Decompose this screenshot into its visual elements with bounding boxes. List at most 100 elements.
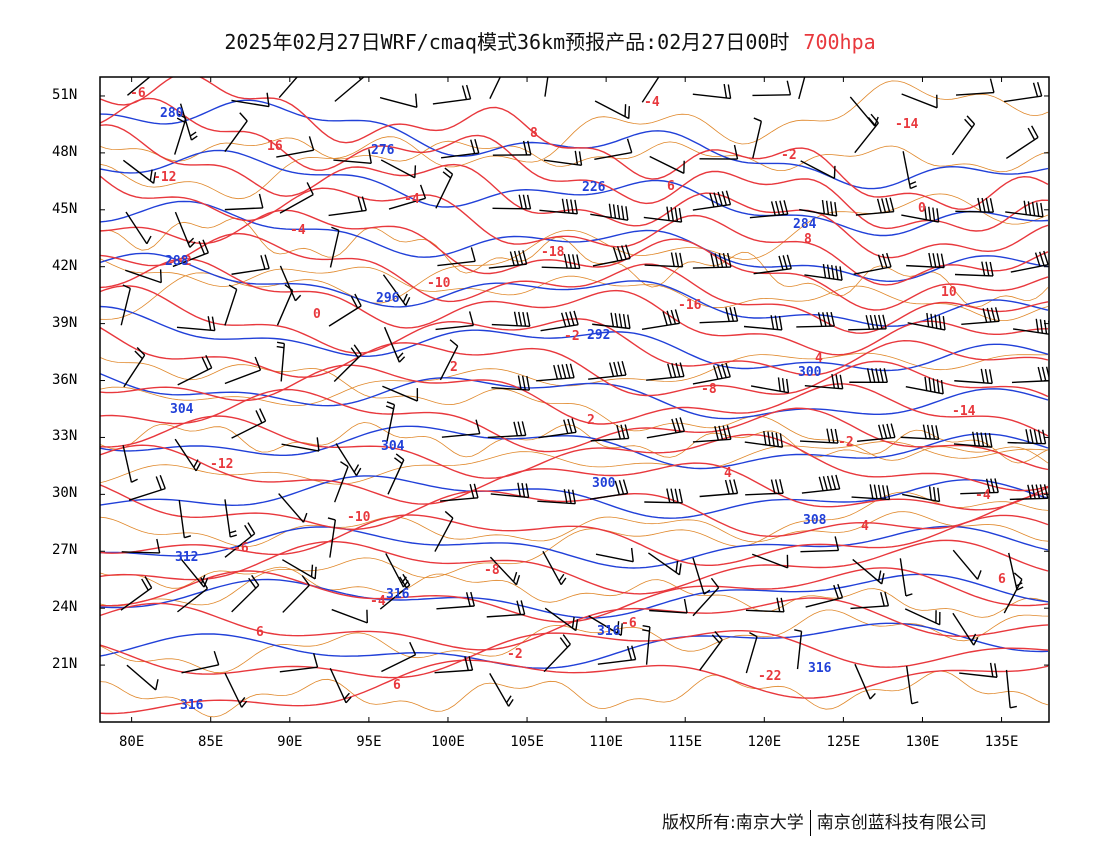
temperature-contour <box>100 97 1049 232</box>
wind-barb <box>749 200 789 219</box>
boundary-line <box>100 80 1049 200</box>
wind-barb <box>692 190 732 211</box>
wind-barb <box>1007 429 1047 445</box>
map-title: 2025年02月27日WRF/cmaq模式36km预报产品:02月27日00时 7… <box>0 26 1100 55</box>
height-label: 292 <box>587 328 610 343</box>
wind-barb <box>649 155 685 174</box>
lat-label: 27N <box>52 542 78 559</box>
height-label: 316 <box>597 624 621 639</box>
title-text: 2025年02月27日WRF/cmaq模式36km预报产品:02月27日00时 <box>224 30 790 54</box>
wind-barb <box>492 140 532 156</box>
wind-barb <box>951 115 976 156</box>
wind-barb <box>231 574 260 613</box>
wind-barb <box>540 310 579 332</box>
wind-barb <box>899 558 913 597</box>
wind-barb <box>854 113 879 154</box>
wind-barb <box>692 425 732 443</box>
wind-barb <box>752 117 763 159</box>
wind-barb <box>857 423 896 443</box>
wind-barb <box>954 261 994 277</box>
boundary-line <box>100 193 1049 320</box>
height-label: 296 <box>376 291 400 306</box>
wind-barb <box>804 374 844 390</box>
wind-barb <box>122 445 138 483</box>
wind-barb <box>439 339 459 381</box>
wind-barb <box>805 583 844 608</box>
pressure-level: 700hpa <box>803 30 876 54</box>
wind-barb <box>279 265 302 302</box>
wind-barb <box>434 655 474 674</box>
temperature-label: 0 <box>918 201 926 216</box>
height-contour <box>100 372 1049 420</box>
temperature-label: -10 <box>347 510 371 525</box>
wind-barb <box>542 550 567 586</box>
wind-barb <box>590 203 629 221</box>
wind-barb <box>643 206 683 223</box>
temperature-label: 6 <box>393 678 401 693</box>
temperature-contour <box>100 388 1049 471</box>
temperature-label: -4 <box>370 594 386 609</box>
lon-label: 125E <box>826 734 861 750</box>
wind-barb <box>1010 250 1049 273</box>
temperature-label: -4 <box>290 223 306 238</box>
map-frame <box>99 76 1050 723</box>
wind-barb <box>853 252 892 275</box>
wind-barb <box>328 196 367 217</box>
temperature-label: 2 <box>450 360 458 375</box>
wind-barb <box>327 517 337 558</box>
wind-barb <box>904 608 941 626</box>
copyright-separator <box>809 810 811 836</box>
height-label: 288 <box>165 254 189 269</box>
wind-barb <box>128 475 166 501</box>
wind-barb <box>334 77 365 102</box>
wind-barb <box>440 138 480 159</box>
boundary-line <box>100 566 1049 618</box>
temperature-label: -16 <box>678 298 702 313</box>
wind-barb <box>120 284 131 326</box>
wind-barb <box>848 314 887 331</box>
temperature-label: -8 <box>484 563 500 578</box>
boundary-line <box>100 217 1049 308</box>
wind-barb <box>282 559 317 580</box>
temperature-label: -2 <box>507 647 523 662</box>
wind-barb <box>177 577 209 613</box>
height-contour <box>100 305 1049 372</box>
lon-label: 85E <box>198 734 224 750</box>
wind-barb <box>592 244 631 267</box>
wind-barb <box>647 552 682 576</box>
wind-barb <box>382 274 411 306</box>
wind-barb <box>649 598 688 614</box>
wind-barb <box>745 479 784 496</box>
wind-barb <box>592 312 631 330</box>
wind-barb <box>181 650 220 674</box>
wind-barb <box>388 184 427 210</box>
temperature-label: -18 <box>541 245 565 260</box>
wind-barb <box>849 368 888 384</box>
wind-barb <box>380 159 417 179</box>
wind-barb <box>387 453 405 495</box>
temperature-label: 8 <box>530 126 538 141</box>
wind-barb <box>231 408 267 439</box>
wind-barb <box>961 307 1000 325</box>
wind-barb <box>536 363 575 382</box>
wind-barb <box>955 78 995 96</box>
wind-barb <box>1005 125 1039 159</box>
temperature-label: -4 <box>644 95 660 110</box>
temperature-contour <box>100 659 1049 715</box>
temperature-label: 4 <box>815 351 823 366</box>
wind-barb <box>906 252 945 269</box>
boundary-line <box>100 670 1049 718</box>
temperature-contour <box>100 484 1049 538</box>
wind-barb <box>798 77 806 100</box>
wind-barb <box>224 112 248 153</box>
wind-barb <box>750 377 790 394</box>
boundary-line <box>100 440 1049 485</box>
wind-barb <box>799 428 839 444</box>
wind-barb <box>854 663 876 700</box>
wind-barb <box>178 499 192 539</box>
wind-barb <box>126 77 151 96</box>
lon-label: 100E <box>431 734 465 750</box>
temperature-contour <box>100 285 1049 376</box>
height-contour <box>100 622 1049 669</box>
temperature-label: -2 <box>781 148 797 163</box>
